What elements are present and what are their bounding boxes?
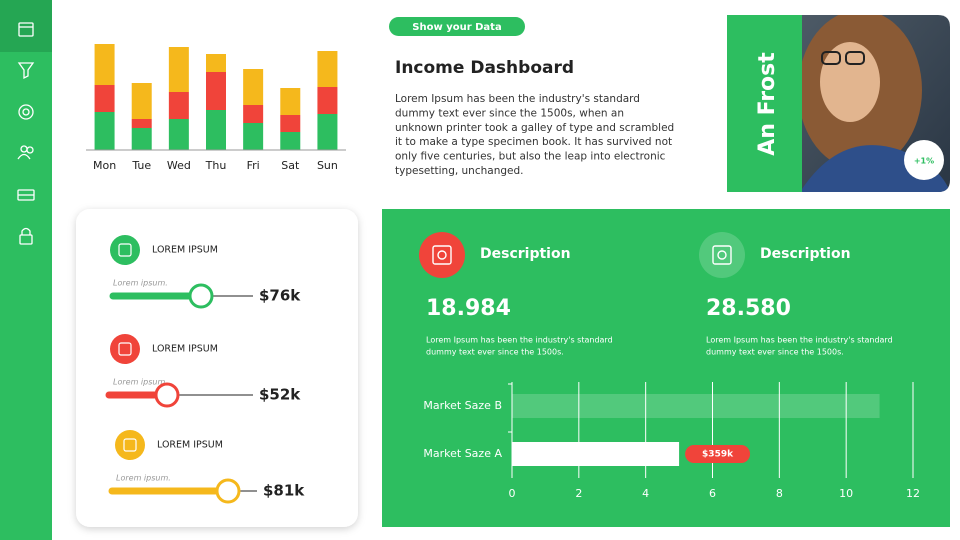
x-tick-label: Fri: [247, 159, 260, 172]
stat-icon-glyph: [712, 245, 732, 265]
x-tick-label: Sat: [281, 159, 300, 172]
slider-icon: [110, 334, 140, 364]
bar-segment: [317, 114, 338, 150]
bar: [512, 442, 680, 466]
stat-title: Description: [760, 246, 851, 262]
stat-title: Description: [480, 246, 571, 262]
slider-value: $52k: [259, 386, 301, 404]
bar: [512, 394, 880, 418]
badge-label: +1%: [914, 157, 934, 166]
bar-segment: [168, 119, 189, 150]
slider-icon: [110, 235, 140, 265]
slider-card: [76, 209, 358, 527]
annotation-pill: [685, 445, 751, 463]
stat-icon-dial: [717, 250, 727, 260]
slider-label: LOREM IPSUM: [157, 440, 223, 451]
sidebar-icons[interactable]: [17, 22, 35, 245]
bar-segment: [317, 51, 338, 87]
bar-segment: [317, 87, 338, 114]
stat-text: Lorem Ipsum has been the industry's stan…: [706, 336, 893, 345]
x-tick-label: 8: [776, 487, 783, 500]
bar-segment: [243, 105, 264, 123]
stat-value: 28.580: [706, 296, 791, 321]
bar-segment: [94, 44, 115, 85]
x-tick-label: 12: [906, 487, 920, 500]
x-tick-label: Wed: [167, 159, 191, 172]
slider-knob[interactable]: [188, 283, 214, 309]
slider-icon: [115, 430, 145, 460]
x-tick-label: Thu: [205, 159, 227, 172]
slider-sublabel: Lorem ipsum.: [116, 474, 171, 483]
slider-value: $81k: [263, 482, 305, 500]
bar-segment: [243, 123, 264, 150]
y-tick-label: Market Saze A: [423, 447, 502, 460]
slider-knob[interactable]: [215, 478, 241, 504]
stat-icon: [419, 232, 465, 278]
x-tick-label: 0: [509, 487, 516, 500]
bar-segment: [243, 69, 264, 105]
slider-value: $76k: [259, 287, 301, 305]
sidebar: [0, 0, 52, 540]
bar-segment: [131, 83, 152, 119]
body-line: it to make a type specimen book. It has …: [395, 136, 672, 148]
stat-text: dummy text ever since the 1500s.: [426, 348, 564, 357]
stat-value: 18.984: [426, 296, 511, 321]
stat-text: Lorem Ipsum has been the industry's stan…: [426, 336, 613, 345]
bar-segment: [280, 88, 301, 115]
badge: [904, 140, 944, 180]
slider-sublabel: Lorem ipsum.: [113, 279, 168, 288]
bar-segment: [206, 72, 226, 110]
bar-segment: [131, 128, 152, 150]
show-data-button[interactable]: [389, 17, 525, 36]
x-tick-label: 2: [575, 487, 582, 500]
button-label[interactable]: Show your Data: [412, 22, 501, 33]
body-line: unknown printer took a galley of type an…: [395, 122, 674, 134]
slider-knob[interactable]: [154, 382, 180, 408]
body-line: only five centuries, but also the leap i…: [395, 151, 666, 163]
sidebar-active[interactable]: [0, 0, 52, 52]
slider-label: LOREM IPSUM: [152, 245, 218, 256]
x-tick-label: 10: [839, 487, 853, 500]
x-tick-label: Mon: [93, 159, 116, 172]
bar-segment: [280, 132, 301, 150]
stat-icon: [699, 232, 745, 278]
slider-label: LOREM IPSUM: [152, 344, 218, 355]
bar-segment: [168, 92, 189, 119]
title: Income Dashboard: [395, 58, 574, 78]
stat-icon-glyph: [432, 245, 452, 265]
x-tick-label: 6: [709, 487, 716, 500]
bar-segment: [280, 115, 301, 132]
bar-segment: [94, 112, 115, 150]
slider-icon-glyph: [123, 438, 137, 452]
body-line: Lorem Ipsum has been the industry's stan…: [395, 93, 640, 105]
body-line: dummy text ever since the 1500s, when an: [395, 107, 624, 119]
slider-icon-glyph: [118, 243, 132, 257]
bar-segment: [206, 110, 226, 150]
annotation: $359k: [702, 450, 734, 460]
x-tick-label: 4: [642, 487, 649, 500]
bar-segment: [168, 47, 189, 92]
bar-segment: [206, 54, 226, 72]
bar-segment: [131, 119, 152, 128]
stats-panel: [382, 209, 950, 527]
x-tick-label: Tue: [131, 159, 151, 172]
profile-band: [727, 15, 802, 192]
body-line: typesetting, unchanged.: [395, 165, 524, 177]
bar-segment: [94, 85, 115, 112]
slider-icon-glyph: [118, 342, 132, 356]
stat-icon-dial: [437, 250, 447, 260]
slider-sublabel: Lorem ipsum.: [113, 378, 168, 387]
x-tick-label: Sun: [317, 159, 338, 172]
y-tick-label: Market Saze B: [423, 399, 502, 412]
stat-text: dummy text ever since the 1500s.: [706, 348, 844, 357]
profile-name: An Frost: [755, 52, 780, 156]
